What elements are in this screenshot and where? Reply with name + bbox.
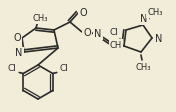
- Text: CH: CH: [110, 41, 122, 50]
- Text: CH₃: CH₃: [135, 62, 151, 71]
- Text: N: N: [15, 48, 23, 58]
- Text: N: N: [140, 14, 148, 24]
- Text: O: O: [83, 28, 91, 38]
- Text: Cl: Cl: [59, 64, 68, 73]
- Text: N: N: [94, 29, 102, 39]
- Text: Cl: Cl: [110, 28, 118, 37]
- Text: O: O: [13, 33, 21, 43]
- Text: N: N: [155, 34, 163, 44]
- Text: O: O: [79, 8, 87, 18]
- Text: CH₃: CH₃: [32, 14, 48, 23]
- Text: Cl: Cl: [8, 64, 17, 73]
- Text: CH₃: CH₃: [147, 8, 163, 16]
